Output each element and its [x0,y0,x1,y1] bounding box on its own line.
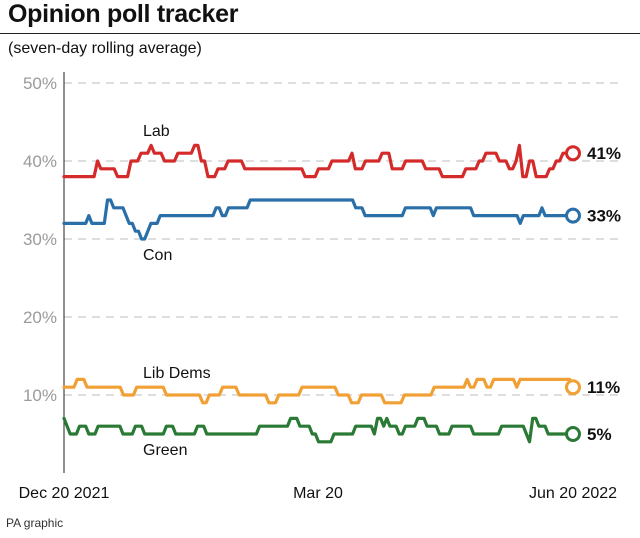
end-marker [565,426,581,442]
source-credit: PA graphic [6,516,64,530]
end-value-label: 33% [587,207,621,226]
series-line-lib-dems [62,377,575,405]
y-tick-label: 10% [23,386,57,405]
end-value-label: 5% [587,425,612,444]
x-tick-label: Mar 20 [293,485,343,502]
series-line-con [62,198,575,241]
series-name-label: Lib Dems [143,365,211,382]
y-tick-label: 20% [23,308,57,327]
series-name-label: Con [143,247,172,264]
y-tick-label: 50% [23,74,57,93]
page-title: Opinion poll tracker [8,0,239,28]
series-line-green [62,416,575,444]
series-layer [62,143,581,444]
series-name-label: Lab [143,123,170,140]
x-tick-label: Dec 20 2021 [19,485,110,502]
y-tick-label: 40% [23,152,57,171]
end-value-label: 41% [587,144,621,163]
end-value-label: 11% [587,378,620,397]
title-divider [0,33,640,34]
series-line-lab [62,143,575,179]
series-name-label: Green [143,442,187,459]
end-marker [565,379,581,396]
axis-layer: 50% 40% 30% 20% 10% Dec 20 2021 Mar 20 Jun 20 2… [19,72,617,502]
end-marker [565,207,581,224]
end-marker [565,145,581,162]
grid-layer [64,82,620,396]
chart-subtitle: (seven-day rolling average) [8,40,202,57]
x-tick-label: Jun 20 2022 [529,485,617,502]
label-layer: 41% 33% 11% 5% Lab Con Lib Dems Green [143,123,621,459]
y-tick-label: 30% [23,230,57,249]
